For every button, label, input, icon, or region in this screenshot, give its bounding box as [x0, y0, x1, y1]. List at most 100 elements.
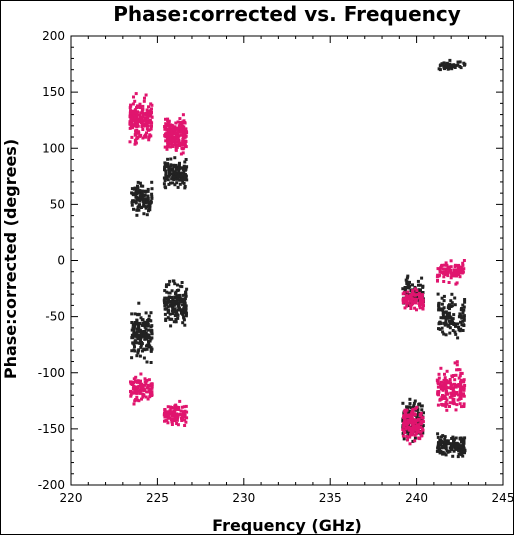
data-point	[149, 337, 153, 341]
data-point	[138, 102, 142, 106]
data-point	[183, 424, 187, 427]
data-point	[139, 316, 143, 320]
data-point	[451, 64, 455, 68]
data-point	[132, 381, 136, 384]
data-point	[420, 404, 424, 408]
data-point	[179, 125, 183, 129]
data-point	[136, 313, 140, 317]
data-point	[184, 293, 188, 296]
data-point	[141, 349, 144, 353]
data-point	[442, 332, 446, 336]
data-point	[448, 405, 451, 408]
data-point	[168, 141, 172, 145]
data-point	[414, 299, 418, 302]
data-point	[463, 300, 467, 304]
data-point	[417, 302, 421, 305]
data-point	[409, 433, 412, 436]
data-point	[149, 361, 153, 364]
data-point	[408, 402, 412, 406]
data-point	[168, 134, 172, 138]
data-point	[139, 196, 143, 200]
data-point	[150, 124, 153, 128]
data-point	[444, 318, 448, 322]
data-point	[171, 138, 175, 142]
data-point	[181, 180, 185, 184]
data-point	[140, 397, 143, 401]
data-point	[131, 383, 135, 386]
data-point	[166, 316, 170, 320]
data-point	[407, 405, 411, 409]
data-point	[130, 336, 134, 340]
data-point	[146, 197, 150, 201]
data-point	[179, 133, 183, 137]
data-point	[181, 168, 185, 171]
data-point	[454, 324, 457, 328]
data-point	[170, 177, 174, 181]
data-point	[462, 441, 466, 445]
data-point	[131, 199, 134, 203]
data-point	[165, 410, 169, 414]
data-point	[177, 141, 181, 145]
data-point	[184, 420, 188, 424]
data-point	[462, 394, 466, 398]
data-point	[150, 115, 154, 119]
data-point	[168, 169, 172, 173]
data-point	[441, 311, 445, 315]
data-point	[132, 402, 136, 406]
data-point	[180, 175, 184, 179]
data-point	[456, 455, 460, 459]
data-point	[406, 290, 410, 294]
data-point	[410, 406, 413, 410]
data-point	[133, 138, 137, 142]
data-point	[439, 321, 443, 325]
data-point	[461, 443, 465, 447]
data-point	[135, 195, 139, 199]
data-point	[443, 271, 447, 275]
data-point	[461, 329, 465, 332]
data-point	[459, 445, 463, 449]
data-point	[149, 127, 153, 131]
data-point	[405, 301, 409, 305]
data-point	[144, 118, 148, 122]
data-point	[176, 185, 180, 189]
data-point	[413, 413, 417, 417]
data-point	[132, 200, 136, 204]
data-point	[131, 123, 135, 127]
x-tick-label: 235	[319, 491, 342, 505]
data-point	[454, 392, 458, 396]
data-point	[133, 312, 137, 316]
data-point	[181, 140, 185, 144]
data-point	[419, 434, 423, 438]
data-point	[164, 117, 167, 121]
data-point	[462, 388, 466, 392]
data-point	[150, 347, 154, 351]
data-point	[148, 319, 152, 323]
data-point	[458, 65, 462, 68]
data-point	[142, 332, 146, 335]
data-point	[143, 325, 147, 329]
data-point	[458, 374, 462, 378]
data-point	[455, 274, 458, 278]
data-point	[148, 387, 152, 391]
data-point	[408, 418, 412, 422]
data-point	[456, 63, 460, 67]
data-point	[451, 329, 455, 332]
data-point	[173, 282, 177, 286]
data-point	[421, 420, 425, 424]
data-point	[140, 388, 144, 392]
data-point	[417, 430, 421, 434]
data-point	[452, 439, 455, 443]
data-point	[172, 135, 176, 139]
data-point	[149, 349, 153, 353]
data-point	[163, 301, 166, 305]
data-point	[447, 319, 451, 323]
data-point	[182, 171, 186, 175]
data-point	[445, 391, 449, 395]
data-point	[439, 316, 443, 320]
data-point	[441, 394, 444, 397]
data-point	[411, 289, 415, 293]
data-point	[462, 259, 466, 262]
data-point	[453, 270, 457, 273]
data-point	[419, 425, 423, 429]
data-point	[405, 294, 409, 298]
